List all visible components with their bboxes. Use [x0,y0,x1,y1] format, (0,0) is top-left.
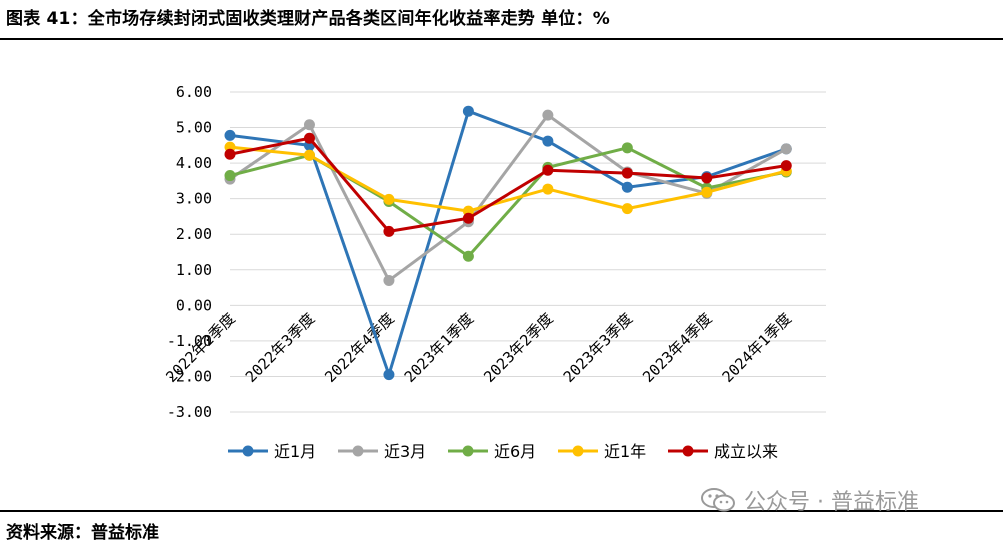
data-point [621,167,633,179]
data-point [542,135,554,147]
y-tick-label: 4.00 [176,154,212,172]
data-point [462,212,474,224]
legend-label: 近3月 [384,442,426,461]
data-point [224,170,236,182]
legend-swatch-marker [462,445,474,457]
y-tick-label: 6.00 [176,83,212,101]
legend-label: 成立以来 [714,442,778,461]
data-point [462,105,474,117]
figure-title: 图表 41：全市场存续封闭式固收类理财产品各类区间年化收益率走势 单位：% [6,9,610,29]
legend-label: 近6月 [494,442,536,461]
y-tick-label: 3.00 [176,190,212,208]
legend: 近1月 近3月 近6月 近1年 成立以来 [228,442,778,461]
data-point [701,186,713,198]
x-tick-label: 2023年1季度 [401,309,477,385]
y-tick-label: -1.00 [167,332,212,350]
data-point [701,172,713,184]
x-tick-label: 2024年1季度 [719,309,795,385]
data-point [383,369,395,381]
x-tick-label: 2022年3季度 [242,309,318,385]
data-point [542,183,554,195]
legend-swatch-marker [242,445,254,457]
data-point [303,149,315,161]
x-tick-label: 2023年4季度 [639,309,715,385]
bottom-rule [0,510,1003,512]
y-axis-ticks: 6.00 5.00 4.00 3.00 2.00 1.00 0.00 -1.00 -2.00 -3… [167,83,212,421]
line-chart: 6.00 5.00 4.00 3.00 2.00 1.00 0.00 -1.00 -2.00 -3… [162,83,826,461]
y-tick-label: 0.00 [176,296,212,314]
watermark: 公众号 · 普益标准 [700,484,919,516]
data-point [621,181,633,193]
y-tick-label: 1.00 [176,261,212,279]
series-line [228,113,788,282]
data-point [621,203,633,215]
legend-swatch-marker [352,445,364,457]
legend-label: 近1月 [274,442,316,461]
data-point [462,250,474,262]
x-axis-ticks: 2022年2季度 2022年3季度 2022年4季度 2023年1季度 2023年2季度… [162,309,795,385]
series-line [228,146,788,258]
data-point [303,132,315,144]
data-point [780,143,792,155]
data-point [303,119,315,131]
y-tick-label: -3.00 [167,403,212,421]
series-line [228,145,788,213]
data-point [780,160,792,172]
y-tick-label: -2.00 [167,367,212,385]
top-rule [0,38,1003,40]
data-point [224,129,236,141]
legend-swatch-marker [682,445,694,457]
data-point [383,274,395,286]
data-point [224,148,236,160]
legend-swatch-marker [572,445,584,457]
data-point [542,109,554,121]
data-point [383,225,395,237]
wechat-icon [701,488,735,512]
series-line [228,136,788,233]
x-tick-label: 2023年3季度 [560,309,636,385]
series-line [228,109,788,377]
y-tick-label: 5.00 [176,119,212,137]
y-tick-label: 2.00 [176,225,212,243]
watermark-text: 公众号 · 普益标准 [744,490,919,515]
data-point [383,193,395,205]
source-note: 资料来源：普益标准 [6,523,159,543]
gridlines [230,91,826,413]
x-tick-label: 2023年2季度 [480,309,556,385]
series-lines [224,105,792,381]
legend-label: 近1年 [604,442,646,461]
data-point [542,164,554,176]
data-point [621,142,633,154]
